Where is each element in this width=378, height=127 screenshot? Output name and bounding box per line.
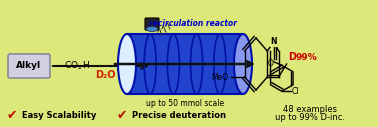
Text: D: D [289, 52, 297, 62]
FancyBboxPatch shape [127, 34, 243, 94]
Text: recirculation reactor: recirculation reactor [149, 19, 237, 28]
Ellipse shape [146, 27, 158, 31]
Text: Alkyl: Alkyl [16, 61, 42, 70]
Text: 48 examples: 48 examples [283, 106, 337, 115]
Text: 99%: 99% [296, 53, 318, 62]
Text: Cl: Cl [292, 87, 299, 96]
Text: $-$CO$_2$H: $-$CO$_2$H [57, 60, 91, 72]
FancyBboxPatch shape [145, 18, 159, 30]
Text: N: N [271, 37, 277, 46]
Text: up to 50 mmol scale: up to 50 mmol scale [146, 99, 224, 107]
Text: Precise deuteration: Precise deuteration [132, 112, 226, 121]
FancyBboxPatch shape [8, 54, 50, 78]
Text: up to 99% D-inc.: up to 99% D-inc. [275, 114, 345, 123]
Ellipse shape [118, 34, 136, 94]
Text: Easy Scalability: Easy Scalability [22, 112, 96, 121]
Text: D₂O: D₂O [95, 70, 115, 80]
Text: ✔: ✔ [7, 109, 17, 123]
Text: MeO: MeO [212, 73, 229, 82]
Text: ✔: ✔ [117, 109, 127, 123]
Text: O: O [268, 59, 274, 68]
Ellipse shape [234, 34, 252, 94]
